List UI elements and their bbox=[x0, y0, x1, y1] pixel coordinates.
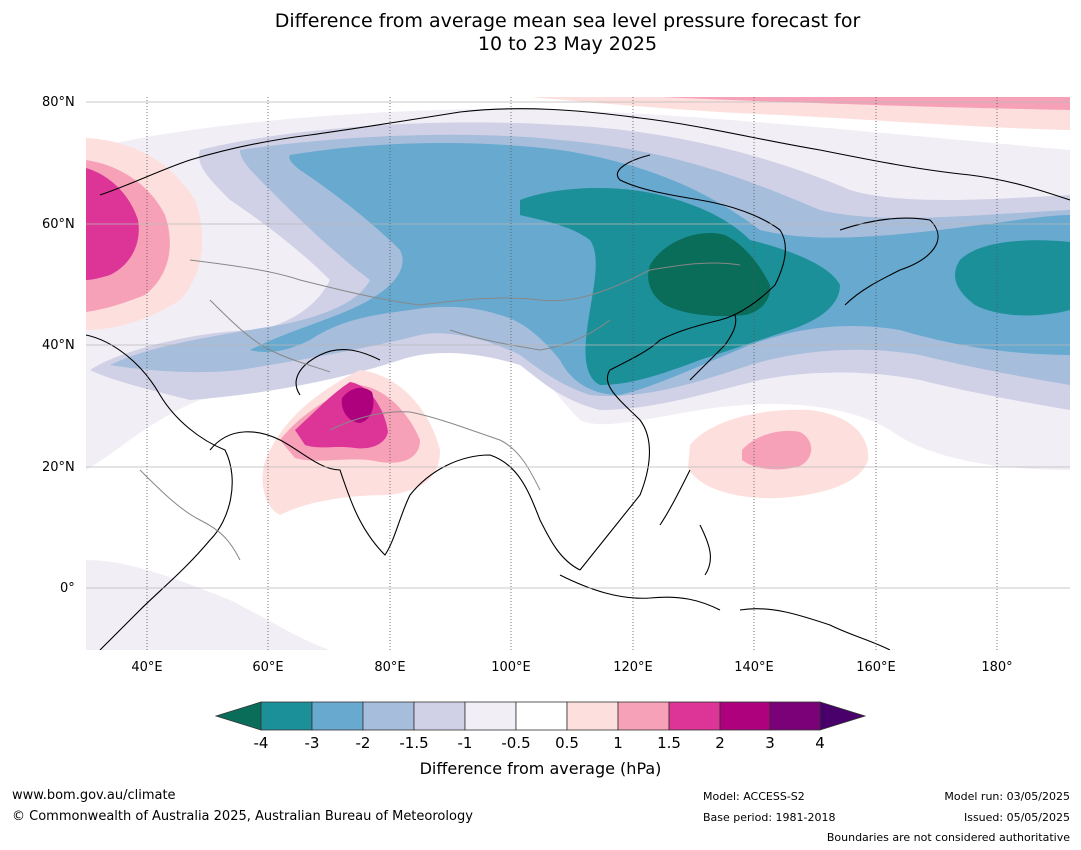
colorbar-tick: 4 bbox=[815, 734, 825, 752]
anomaly-region-plus-1-arctic bbox=[660, 97, 1070, 110]
copyright-text: © Commonwealth of Australia 2025, Austra… bbox=[12, 809, 473, 824]
lat-label-20n: 20°N bbox=[42, 460, 75, 475]
anomaly-region-plus-1-pacific bbox=[742, 430, 812, 470]
website-link[interactable]: www.bom.gov.au/climate bbox=[12, 788, 176, 803]
lon-label-60e: 60°E bbox=[252, 660, 284, 675]
anomaly-region-plus-2-south bbox=[341, 387, 374, 423]
lon-label-160e: 160°E bbox=[856, 660, 896, 675]
colorbar-segment-9 bbox=[668, 701, 721, 731]
colorbar-segment-10 bbox=[719, 701, 771, 731]
colorbar-tick: -1 bbox=[457, 734, 473, 752]
lat-label-0: 0° bbox=[60, 581, 75, 596]
colorbar-tick: -1.5 bbox=[399, 734, 429, 752]
colorbar-segment-6 bbox=[515, 701, 568, 731]
title-line-2: 10 to 23 May 2025 bbox=[477, 33, 658, 55]
colorbar-label: Difference from average (hPa) bbox=[419, 759, 662, 778]
map-title: Difference from average mean sea level p… bbox=[0, 10, 1081, 56]
colorbar-tick: -4 bbox=[253, 734, 269, 752]
colorbar-segment-8 bbox=[617, 701, 670, 731]
lon-label-140e: 140°E bbox=[734, 660, 774, 675]
gridlines bbox=[86, 101, 1070, 589]
lon-label-40e: 40°E bbox=[131, 660, 163, 675]
colorbar-tick: 0.5 bbox=[555, 734, 579, 752]
anomaly-region-minus-3-east bbox=[955, 240, 1070, 316]
colorbar-tick: 1 bbox=[613, 734, 623, 752]
lat-label-40n: 40°N bbox=[42, 338, 75, 353]
colorbar-segment-11 bbox=[769, 701, 821, 731]
lat-label-80n: 80°N bbox=[42, 95, 75, 110]
colorbar-segment-3 bbox=[362, 701, 415, 731]
colorbar-segment-1 bbox=[260, 701, 313, 731]
colorbar-tick: -0.5 bbox=[501, 734, 531, 752]
colorbar bbox=[214, 701, 867, 731]
colorbar-tick: -3 bbox=[304, 734, 320, 752]
colorbar-segment-5 bbox=[464, 701, 517, 731]
model-name: Model: ACCESS-S2 bbox=[703, 790, 805, 803]
lon-label-100e: 100°E bbox=[491, 660, 531, 675]
colorbar-segment-7 bbox=[566, 701, 619, 731]
colorbar-tick: 1.5 bbox=[657, 734, 681, 752]
lon-label-80e: 80°E bbox=[374, 660, 406, 675]
lat-label-60n: 60°N bbox=[42, 217, 75, 232]
colorbar-low-extension bbox=[214, 701, 262, 731]
colorbar-high-extension bbox=[819, 701, 867, 731]
lon-label-120e: 120°E bbox=[613, 660, 653, 675]
anomaly-region-minus-4-core bbox=[648, 233, 771, 317]
anomaly-region-light-negative-south bbox=[86, 560, 330, 650]
lon-label-180: 180° bbox=[981, 660, 1013, 675]
model-run-date: Model run: 03/05/2025 bbox=[944, 790, 1070, 803]
map-area bbox=[86, 97, 1070, 650]
title-line-1: Difference from average mean sea level p… bbox=[274, 10, 861, 32]
colorbar-segment-2 bbox=[311, 701, 364, 731]
colorbar-tick: 3 bbox=[765, 734, 775, 752]
colorbar-tick: 2 bbox=[715, 734, 725, 752]
country-borders bbox=[139, 259, 741, 561]
base-period: Base period: 1981-2018 bbox=[703, 811, 836, 824]
colorbar-segment-4 bbox=[413, 701, 466, 731]
issued-date: Issued: 05/05/2025 bbox=[963, 811, 1070, 824]
colorbar-tick: -2 bbox=[355, 734, 371, 752]
meridians bbox=[146, 97, 998, 650]
boundary-disclaimer: Boundaries are not considered authoritat… bbox=[826, 831, 1070, 844]
